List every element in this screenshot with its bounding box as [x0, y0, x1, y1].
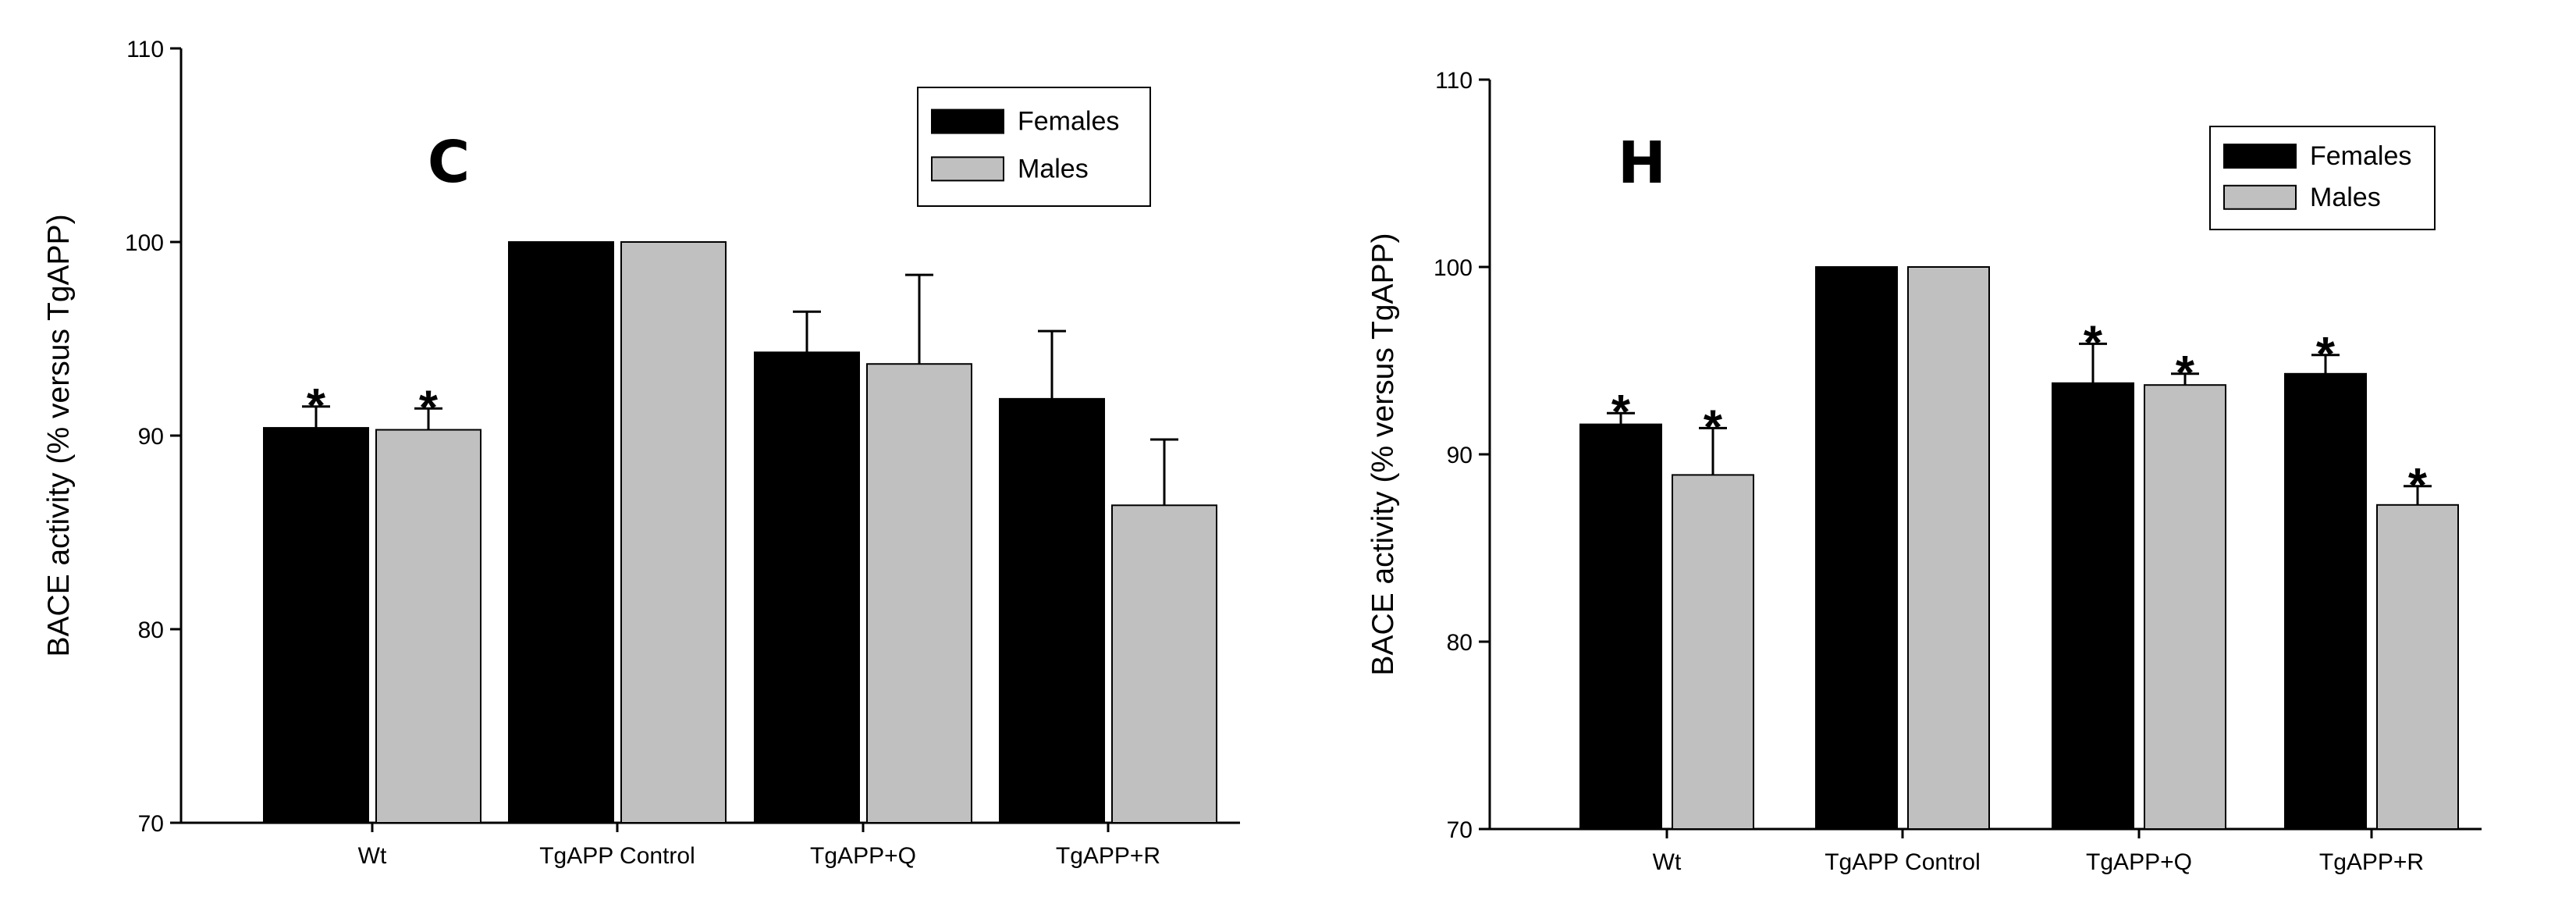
legend-swatch-males [2223, 184, 2297, 210]
legend-box [917, 87, 1151, 207]
x-tick-label: Wt [358, 843, 387, 869]
panel-label: H [1618, 130, 1666, 197]
significance-star: * [1704, 400, 1723, 454]
y-axis-label: BACE activity (% versus TgAPP) [42, 214, 76, 657]
legend-label: Females [1018, 107, 1119, 137]
x-tick-label: TgAPP+Q [2086, 849, 2192, 875]
y-tick-label: 70 [138, 811, 164, 837]
legend-swatch-females [931, 109, 1004, 134]
legend-label: Males [1018, 154, 1089, 183]
bar-males [1672, 474, 1754, 831]
chart-panel-h: 70 80 90 100 110 BACE activity (% versus TgAP… [1366, 68, 2482, 875]
significance-star: * [1611, 386, 1631, 439]
chart-panel-c: 70 80 90 100 110 BACE activity (% versus TgAP… [42, 37, 1240, 869]
bar-females [754, 351, 860, 824]
y-tick-label: 90 [1447, 443, 1473, 468]
significance-star: * [2316, 328, 2336, 382]
y-axis-label: BACE activity (% versus TgAPP) [1366, 233, 1400, 675]
legend-label: Males [2310, 183, 2381, 212]
bar-males [375, 429, 481, 824]
bar-males [866, 363, 972, 824]
bar-females [508, 241, 614, 824]
bar-females [1579, 423, 1662, 830]
bar-females [2284, 372, 2367, 830]
y-tick-label: 90 [138, 424, 164, 450]
bar-males [1111, 504, 1217, 824]
x-tick-label: TgAPP Control [539, 843, 695, 869]
y-tick-label: 70 [1447, 817, 1473, 843]
y-tick-label: 110 [126, 37, 164, 62]
y-tick-label: 80 [1447, 630, 1473, 656]
bar-males [2376, 504, 2459, 830]
significance-star: * [2084, 316, 2103, 370]
legend-label: Females [2310, 141, 2411, 171]
significance-star: * [2408, 459, 2428, 513]
bar-females [2052, 382, 2134, 830]
y-tick-label: 100 [1434, 255, 1473, 281]
panel-label: C [428, 129, 470, 196]
x-tick-label: TgAPP Control [1825, 849, 1981, 875]
bar-females [263, 427, 369, 824]
significance-star: * [2176, 347, 2195, 400]
x-tick-label: TgAPP+R [1056, 843, 1160, 869]
legend-swatch-males [931, 156, 1004, 182]
significance-star: * [307, 379, 326, 433]
bar-females [1815, 266, 1898, 830]
y-tick-label: 100 [125, 230, 164, 256]
bar-males [2144, 384, 2226, 830]
y-tick-label: 80 [138, 617, 164, 643]
bar-males [1907, 266, 1990, 830]
x-tick-label: TgAPP+Q [810, 843, 916, 869]
y-tick-label: 110 [1435, 68, 1473, 94]
bar-males [620, 241, 727, 824]
x-tick-label: Wt [1653, 849, 1682, 875]
legend-swatch-females [2223, 143, 2297, 169]
significance-star: * [419, 381, 439, 435]
x-tick-label: TgAPP+R [2319, 849, 2424, 875]
bar-females [999, 397, 1105, 824]
